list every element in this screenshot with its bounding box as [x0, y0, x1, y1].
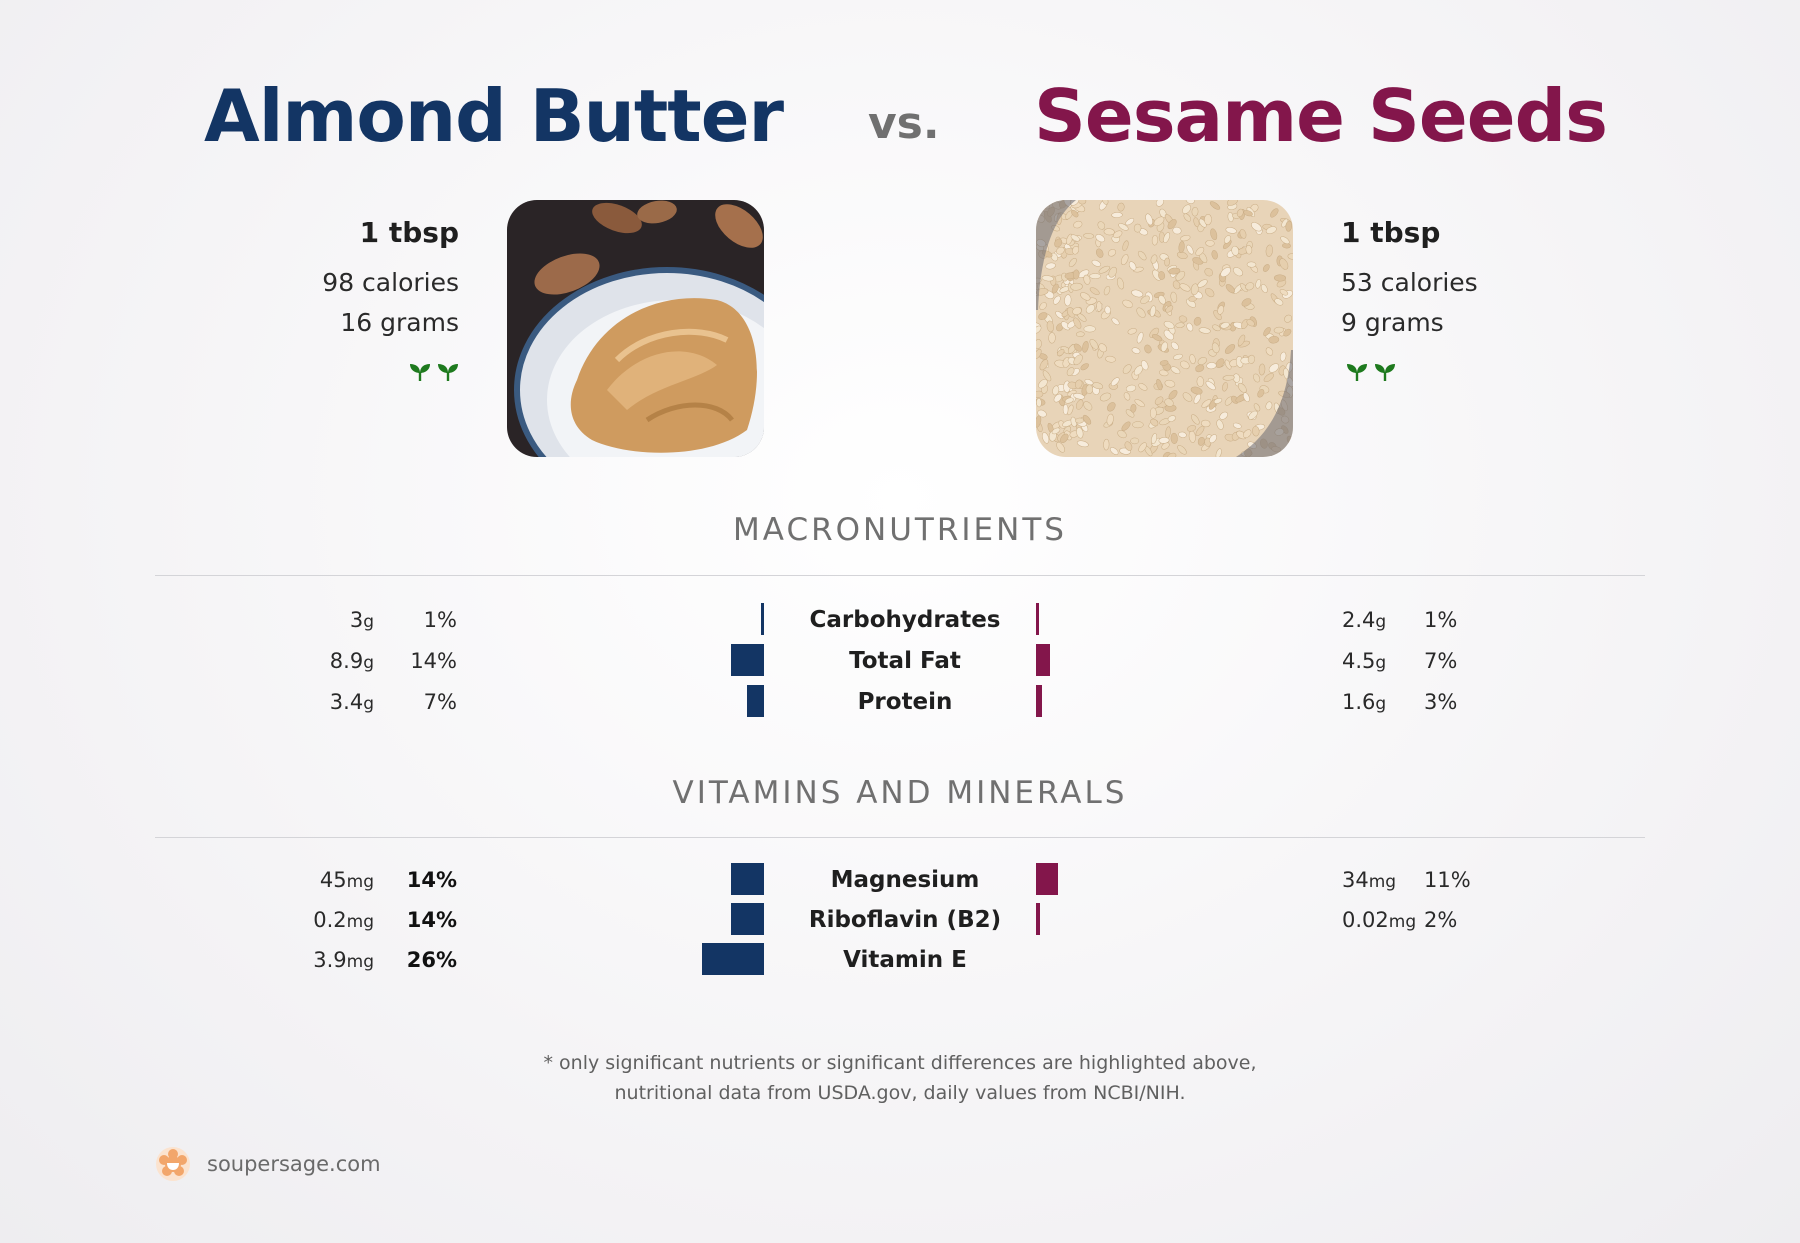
left-nutrient-value: 0.2mg: [313, 908, 374, 932]
right-sprouts: [1346, 362, 1396, 382]
right-food-title: Sesame Seeds: [1034, 74, 1608, 158]
sprout-icon: [1347, 364, 1367, 381]
right-nutrient-bar: [1036, 903, 1040, 935]
nutrient-row: 8.9g 14% Total Fat 4.5g 7%: [0, 644, 1800, 678]
brand-text: soupersage.com: [207, 1152, 381, 1176]
right-nutrient-percent: 11%: [1424, 868, 1471, 892]
right-grams: 9 grams: [1341, 308, 1444, 337]
left-nutrient-percent: 1%: [423, 608, 457, 632]
left-nutrient-value: 3.4g: [329, 690, 374, 714]
right-nutrient-value: 2.4g: [1342, 608, 1387, 632]
left-nutrient-value: 3.9mg: [313, 948, 374, 972]
nutrient-row: 0.2mg 14% Riboflavin (B2) 0.02mg 2%: [0, 903, 1800, 937]
left-nutrient-bar: [730, 644, 764, 676]
nutrient-row: 3.9mg 26% Vitamin E: [0, 943, 1800, 977]
right-nutrient-bar: [1036, 603, 1039, 635]
left-calories: 98 calories: [322, 268, 459, 297]
right-nutrient-percent: 7%: [1424, 649, 1458, 673]
right-food-info: 1 tbsp 53 calories 9 grams: [1341, 216, 1478, 348]
left-nutrient-percent: 14%: [406, 868, 457, 892]
footnote-line-1: * only significant nutrients or signific…: [543, 1052, 1257, 1074]
brand: soupersage.com: [155, 1146, 381, 1182]
nutrient-name: Total Fat: [849, 648, 961, 674]
right-nutrient-value: 4.5g: [1342, 649, 1387, 673]
sprout-icon: [438, 364, 458, 381]
vitamins-title: VITAMINS AND MINERALS: [672, 775, 1128, 811]
left-nutrient-bar: [730, 863, 764, 895]
footnote: * only significant nutrients or signific…: [0, 1048, 1800, 1108]
nutrient-name: Protein: [857, 689, 953, 715]
left-nutrient-percent: 14%: [406, 908, 457, 932]
right-nutrient-value: 1.6g: [1342, 690, 1387, 714]
left-food-title: Almond Butter: [204, 74, 784, 158]
left-nutrient-bar: [701, 943, 764, 975]
sesame-seeds-image: [1036, 200, 1293, 457]
left-nutrient-value: 45mg: [319, 868, 374, 892]
sprout-icon: [1375, 364, 1395, 381]
nutrient-row: 45mg 14% Magnesium 34mg 11%: [0, 863, 1800, 897]
nutrient-name: Carbohydrates: [809, 607, 1001, 633]
nutrient-row: 3.4g 7% Protein 1.6g 3%: [0, 685, 1800, 719]
left-food-info: 1 tbsp 98 calories 16 grams: [322, 216, 459, 348]
nutrient-row: 3g 1% Carbohydrates 2.4g 1%: [0, 603, 1800, 637]
right-nutrient-percent: 2%: [1424, 908, 1458, 932]
vitamins-divider: [155, 837, 1645, 838]
right-serving: 1 tbsp: [1341, 216, 1441, 249]
soupersage-logo-icon: [156, 1147, 190, 1181]
right-nutrient-value: 0.02mg: [1342, 908, 1417, 932]
right-nutrient-bar: [1036, 644, 1050, 676]
right-nutrient-bar: [1036, 863, 1058, 895]
almond-butter-image: [507, 200, 764, 457]
left-nutrient-value: 3g: [349, 608, 374, 632]
left-nutrient-percent: 7%: [423, 690, 457, 714]
right-nutrient-bar: [1036, 685, 1042, 717]
right-nutrient-value: 34mg: [1342, 868, 1397, 892]
nutrient-name: Riboflavin (B2): [808, 907, 1002, 933]
right-nutrient-percent: 3%: [1424, 690, 1458, 714]
left-nutrient-bar: [747, 685, 764, 717]
left-serving: 1 tbsp: [359, 216, 459, 249]
left-nutrient-percent: 14%: [410, 649, 457, 673]
left-sprouts: [409, 362, 459, 382]
macronutrients-title: MACRONUTRIENTS: [733, 512, 1067, 548]
macronutrients-divider: [155, 575, 1645, 576]
right-calories: 53 calories: [1341, 268, 1478, 297]
left-nutrient-bar: [761, 603, 764, 635]
left-grams: 16 grams: [340, 308, 459, 337]
left-nutrient-value: 8.9g: [329, 649, 374, 673]
left-nutrient-percent: 26%: [406, 948, 457, 972]
left-nutrient-bar: [730, 903, 764, 935]
sprout-icon: [410, 364, 430, 381]
nutrient-name: Vitamin E: [843, 947, 967, 973]
vs-label: vs.: [868, 98, 940, 149]
right-nutrient-percent: 1%: [1424, 608, 1458, 632]
footnote-line-2: nutritional data from USDA.gov, daily va…: [614, 1082, 1186, 1104]
nutrient-name: Magnesium: [830, 867, 980, 893]
